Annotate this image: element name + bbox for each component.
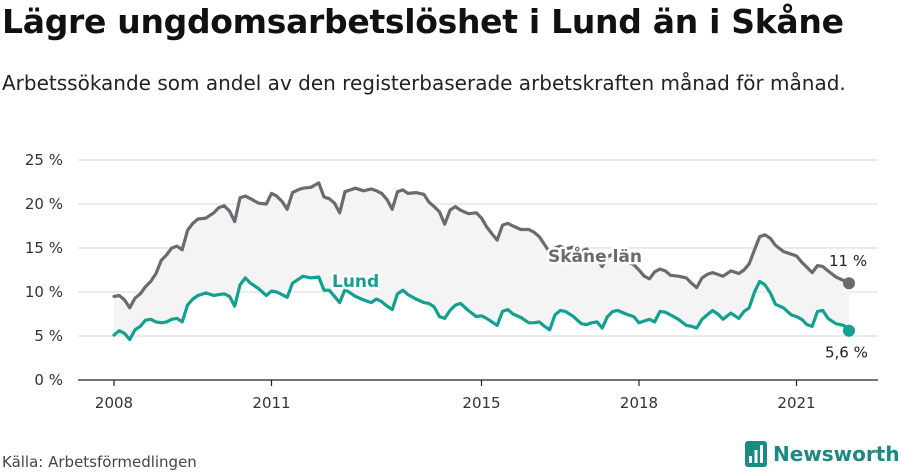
- y-tick-label: 20 %: [25, 195, 63, 213]
- x-tick-label: 2011: [252, 394, 290, 412]
- series-labels: Skåne län Lund 11 % 5,6 %: [330, 243, 868, 362]
- series-lines: [112, 181, 855, 342]
- y-tick-label: 10 %: [25, 283, 63, 301]
- lund-line: [112, 274, 851, 342]
- y-tick-label: 5 %: [34, 327, 63, 345]
- skane-end-dot: [843, 277, 855, 290]
- range-band: [114, 182, 849, 340]
- y-tick-label: 25 %: [25, 151, 63, 169]
- y-tick-label: 0 %: [34, 371, 63, 389]
- newsworthy-logo-icon: [745, 441, 767, 467]
- line-chart: 0 %5 %10 %15 %20 %25 % 2008 2011 2015 2018 2…: [25, 151, 878, 412]
- lund-series-label: Lund: [332, 272, 379, 292]
- y-tick-label: 15 %: [25, 239, 63, 257]
- brand-logo[interactable]: Newsworthy: [745, 441, 900, 467]
- y-axis-labels: 0 % 5 % 10 % 15 % 20 % 25 %: [25, 151, 63, 389]
- x-tick-label: 2021: [777, 394, 815, 412]
- chart-title: Lägre ungdomsarbetslöshet i Lund än i Sk…: [2, 2, 844, 41]
- chart-subtitle: Arbetssökande som andel av den registerb…: [2, 71, 846, 95]
- skane-end-value: 11 %: [829, 252, 867, 270]
- x-tick-label: 2008: [95, 394, 133, 412]
- skane-series-label: Skåne län: [548, 245, 642, 267]
- lund-end-value: 5,6 %: [825, 344, 868, 362]
- x-axis: 2008 2011 2015 2018 2021: [78, 379, 878, 412]
- lund-end-dot: [843, 324, 855, 337]
- x-tick-label: 2018: [620, 394, 658, 412]
- skane-line: [112, 181, 851, 310]
- x-tick-label: 2015: [462, 394, 500, 412]
- source-note: Källa: Arbetsförmedlingen: [2, 453, 197, 471]
- brand-name: Newsworthy: [773, 442, 900, 466]
